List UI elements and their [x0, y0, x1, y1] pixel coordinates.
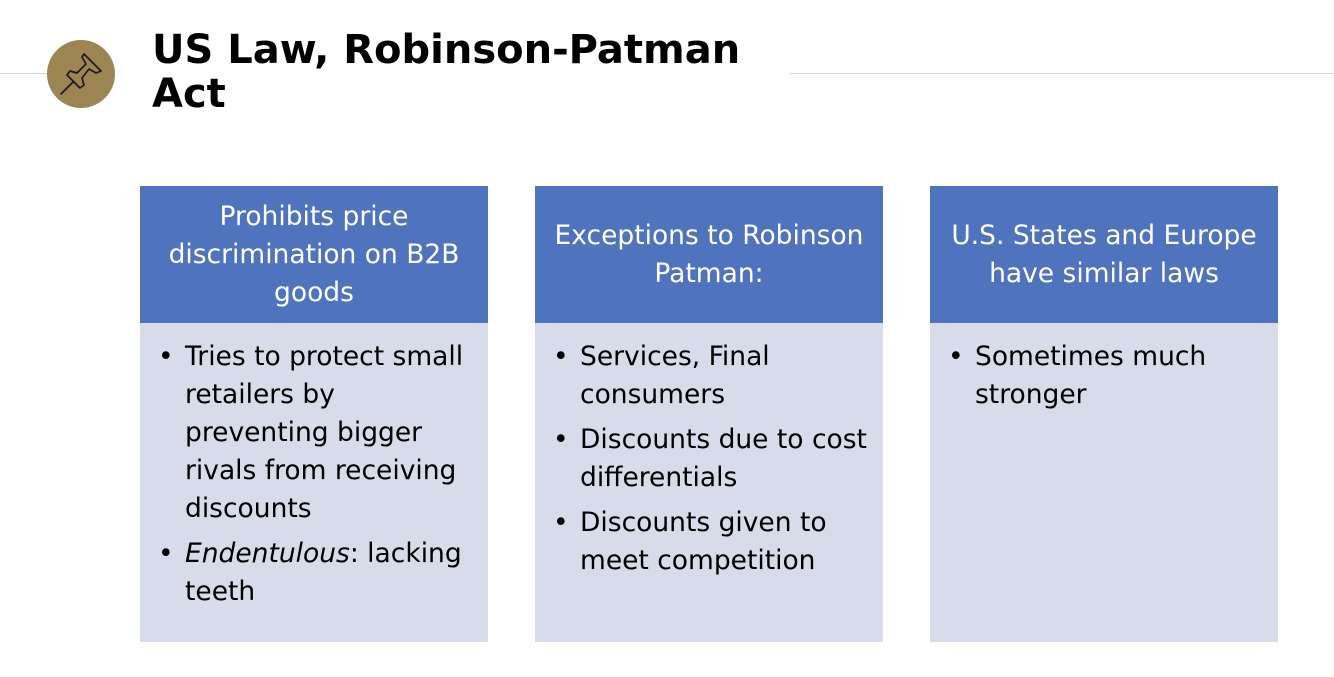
list-item: • Discounts given to meet competition [553, 504, 869, 580]
column-header: Prohibits price discrimination on B2B go… [140, 186, 488, 323]
column-exceptions: Exceptions to Robinson Patman: • Service… [535, 186, 883, 642]
bullet-icon: • [158, 341, 174, 372]
title-rule-right [790, 73, 1334, 74]
bullet-text: Services, Final consumers [580, 341, 770, 410]
pin-badge [47, 40, 115, 108]
column-body: • Tries to protect small retailers by pr… [140, 323, 488, 642]
list-item: • Tries to protect small retailers by pr… [158, 338, 474, 528]
column-price-discrimination: Prohibits price discrimination on B2B go… [140, 186, 488, 642]
bullet-icon: • [158, 538, 174, 569]
column-header: Exceptions to Robinson Patman: [535, 186, 883, 323]
bullet-icon: • [553, 507, 569, 538]
pushpin-icon [60, 53, 102, 95]
list-item: • Services, Final consumers [553, 338, 869, 414]
bullet-list: • Services, Final consumers • Discounts … [553, 338, 869, 580]
list-item: • Discounts due to cost differentials [553, 421, 869, 497]
bullet-text: Sometimes much stronger [975, 341, 1207, 410]
bullet-text: : lacking teeth [185, 538, 462, 607]
bullet-list: • Tries to protect small retailers by pr… [158, 338, 474, 611]
bullet-list: • Sometimes much stronger [948, 338, 1264, 414]
bullet-text: Tries to protect small retailers by prev… [185, 341, 464, 524]
column-body: • Services, Final consumers • Discounts … [535, 323, 883, 642]
bullet-icon: • [948, 341, 964, 372]
list-item: • Sometimes much stronger [948, 338, 1264, 414]
column-states-europe: U.S. States and Europe have similar laws… [930, 186, 1278, 642]
title-rule-left [0, 73, 48, 74]
bullet-term: Endentulous [185, 538, 350, 569]
slide-title: US Law, Robinson-Patman Act [152, 27, 741, 117]
column-body: • Sometimes much stronger [930, 323, 1278, 642]
bullet-text: Discounts due to cost differentials [580, 424, 867, 493]
bullet-icon: • [553, 424, 569, 455]
column-header: U.S. States and Europe have similar laws [930, 186, 1278, 323]
bullet-icon: • [553, 341, 569, 372]
list-item: • Endentulous: lacking teeth [158, 535, 474, 611]
bullet-text: Discounts given to meet competition [580, 507, 827, 576]
